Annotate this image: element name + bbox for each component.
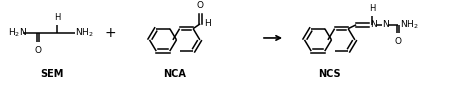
Text: O: O [35, 46, 42, 55]
Text: O: O [197, 1, 204, 10]
Text: NCS: NCS [319, 69, 341, 79]
Text: +: + [104, 26, 116, 40]
Text: NH$_2$: NH$_2$ [400, 19, 419, 31]
Text: NCA: NCA [163, 69, 186, 79]
Text: N: N [370, 20, 377, 29]
Text: H: H [369, 4, 375, 13]
Text: SEM: SEM [40, 69, 64, 79]
Text: NH$_2$: NH$_2$ [75, 27, 94, 39]
Text: N: N [382, 20, 389, 29]
Text: H$_2$N: H$_2$N [8, 27, 27, 39]
Text: H: H [54, 13, 60, 22]
Text: O: O [395, 37, 401, 46]
Text: H: H [204, 19, 211, 28]
